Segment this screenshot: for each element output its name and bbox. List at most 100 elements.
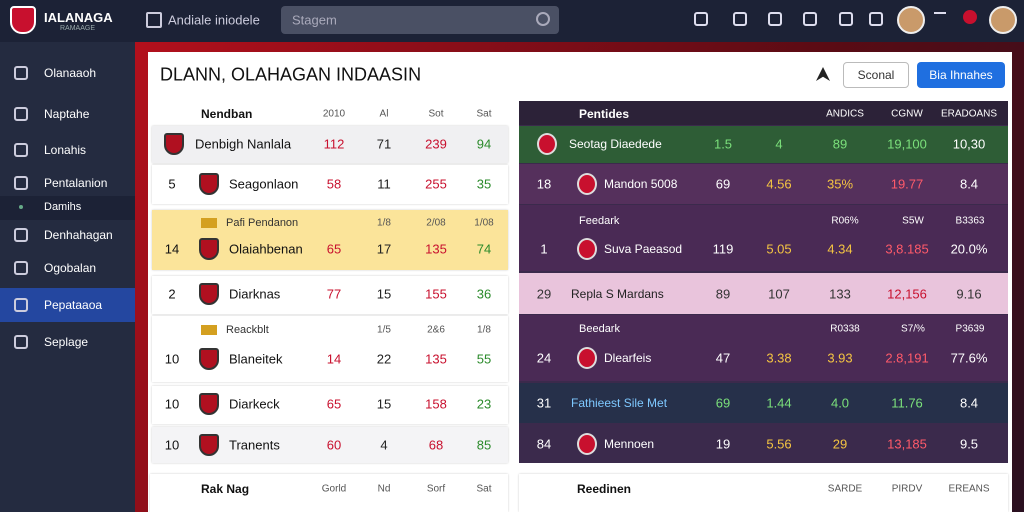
- header-row: [150, 101, 508, 125]
- stat-value: 9.16: [956, 286, 982, 302]
- toolbar-icon[interactable]: [869, 12, 883, 26]
- section-col: 2/08: [426, 217, 446, 229]
- stat-value: 23: [476, 396, 492, 412]
- team-name[interactable]: Mandon 5008: [604, 177, 678, 191]
- sidebar-item[interactable]: Naptahe: [44, 107, 90, 121]
- stat-value: 133: [829, 286, 851, 302]
- stat-value: 35: [476, 176, 492, 192]
- team-name[interactable]: Diarknas: [229, 286, 281, 302]
- team-name[interactable]: Olaiahbenan: [229, 241, 303, 257]
- team-name[interactable]: Diarkeck: [229, 396, 280, 412]
- section-col: S7/%: [901, 323, 925, 335]
- team-name[interactable]: Seagonlaon: [229, 176, 299, 192]
- sidebar-item[interactable]: Pepataaoa: [44, 298, 103, 312]
- team-name[interactable]: Blaneitek: [229, 351, 283, 367]
- footer-header: PIRDV: [891, 483, 923, 495]
- toolbar-icon[interactable]: [694, 12, 708, 26]
- team-name[interactable]: Seotag Diaedede: [569, 137, 662, 151]
- sidebar-icon: [14, 228, 28, 242]
- sidebar-item[interactable]: Seplage: [44, 335, 89, 349]
- search-icon: [536, 12, 550, 26]
- toolbar-icon[interactable]: [768, 12, 782, 26]
- team-logo: [577, 173, 597, 195]
- section-icon: [201, 218, 217, 228]
- sidebar-item[interactable]: Denhahagan: [44, 228, 113, 242]
- stat-value: 35%: [826, 176, 854, 192]
- section-col: 1/8: [377, 217, 391, 229]
- stat-value: 4: [380, 437, 388, 453]
- stat-value: 68: [428, 437, 444, 453]
- team-name[interactable]: Suva Paeasod: [604, 242, 683, 256]
- nav-link[interactable]: Andiale iniodele: [168, 12, 260, 28]
- section-icon: [201, 325, 217, 335]
- team-name[interactable]: Fathieest Sile Met: [571, 396, 668, 410]
- toolbar-icon[interactable]: [839, 12, 853, 26]
- search-box[interactable]: [281, 6, 559, 34]
- nav-icon: [146, 12, 162, 28]
- footer-header: Gorld: [321, 483, 347, 495]
- rank: 10: [164, 396, 180, 412]
- stat-value: 19: [715, 436, 731, 452]
- section-title: Reackblt: [226, 324, 269, 336]
- team-logo: [577, 433, 597, 455]
- section-col: 1/5: [377, 324, 391, 336]
- team-logo: [577, 238, 597, 260]
- sidebar-item[interactable]: Olanaaoh: [44, 66, 97, 80]
- stat-value: 89: [715, 286, 731, 302]
- stat-value: 69: [715, 176, 731, 192]
- stat-value: 65: [326, 396, 342, 412]
- stat-value: 14: [326, 351, 342, 367]
- column-header: Sat: [476, 108, 492, 120]
- team-name[interactable]: Tranents: [229, 437, 280, 453]
- section-col: B3363: [955, 215, 985, 227]
- team-name[interactable]: Denbigh Nanlala: [195, 136, 292, 152]
- stat-value: 11.76: [891, 395, 923, 411]
- active-item: [0, 288, 135, 322]
- stat-value: 22: [376, 351, 392, 367]
- stat-value: 158: [425, 396, 447, 412]
- sidebar-item[interactable]: Damihs: [44, 201, 82, 213]
- row-bg: [519, 424, 1008, 463]
- section-col: R06%: [831, 215, 859, 227]
- button[interactable]: [843, 62, 909, 88]
- team-logo: [199, 348, 219, 370]
- stat-value: 3.93: [827, 350, 853, 366]
- button-label: Bia Ihnahes: [929, 68, 993, 82]
- footer-header: Nd: [377, 483, 391, 495]
- sidebar-item[interactable]: Ogobalan: [44, 261, 97, 275]
- stat-value: 4: [775, 136, 783, 152]
- stat-value: 20.0%: [950, 241, 988, 257]
- rank: 31: [536, 395, 552, 411]
- footer-row: [519, 474, 1008, 512]
- section-title: Beedark: [579, 323, 620, 335]
- footer-row: [150, 474, 508, 512]
- sidebar-item[interactable]: Lonahis: [44, 143, 87, 157]
- button-primary[interactable]: [917, 62, 1005, 88]
- team-name[interactable]: Mennoen: [604, 437, 655, 451]
- team-name[interactable]: Dlearfeis: [604, 351, 652, 365]
- column-header: 2010: [322, 108, 346, 120]
- toolbar-icon[interactable]: [733, 12, 747, 26]
- stat-value: 19,100: [887, 136, 927, 152]
- team-logo: [577, 347, 597, 369]
- search-placeholder: Stagem: [292, 12, 337, 28]
- sidebar-icon: [14, 298, 28, 312]
- team-name[interactable]: Repla S Mardans: [571, 287, 664, 301]
- stat-value: 36: [476, 286, 492, 302]
- stat-value: 4.56: [766, 176, 792, 192]
- sidebar-icon: [14, 335, 28, 349]
- stat-value: 155: [425, 286, 447, 302]
- row-bg: [519, 315, 1008, 381]
- sub-dot: [19, 205, 23, 209]
- team-logo: [537, 133, 557, 155]
- section-col: R0338: [830, 323, 860, 335]
- sidebar-item[interactable]: Pentalanion: [44, 176, 108, 190]
- stat-value: 29: [832, 436, 848, 452]
- avatar[interactable]: [897, 6, 925, 34]
- stat-value: 135: [425, 351, 447, 367]
- stat-value: 85: [476, 437, 492, 453]
- section-title: Pafi Pendanon: [226, 217, 299, 229]
- stat-value: 15: [376, 396, 392, 412]
- toolbar-icon[interactable]: [803, 12, 817, 26]
- avatar[interactable]: [989, 6, 1017, 34]
